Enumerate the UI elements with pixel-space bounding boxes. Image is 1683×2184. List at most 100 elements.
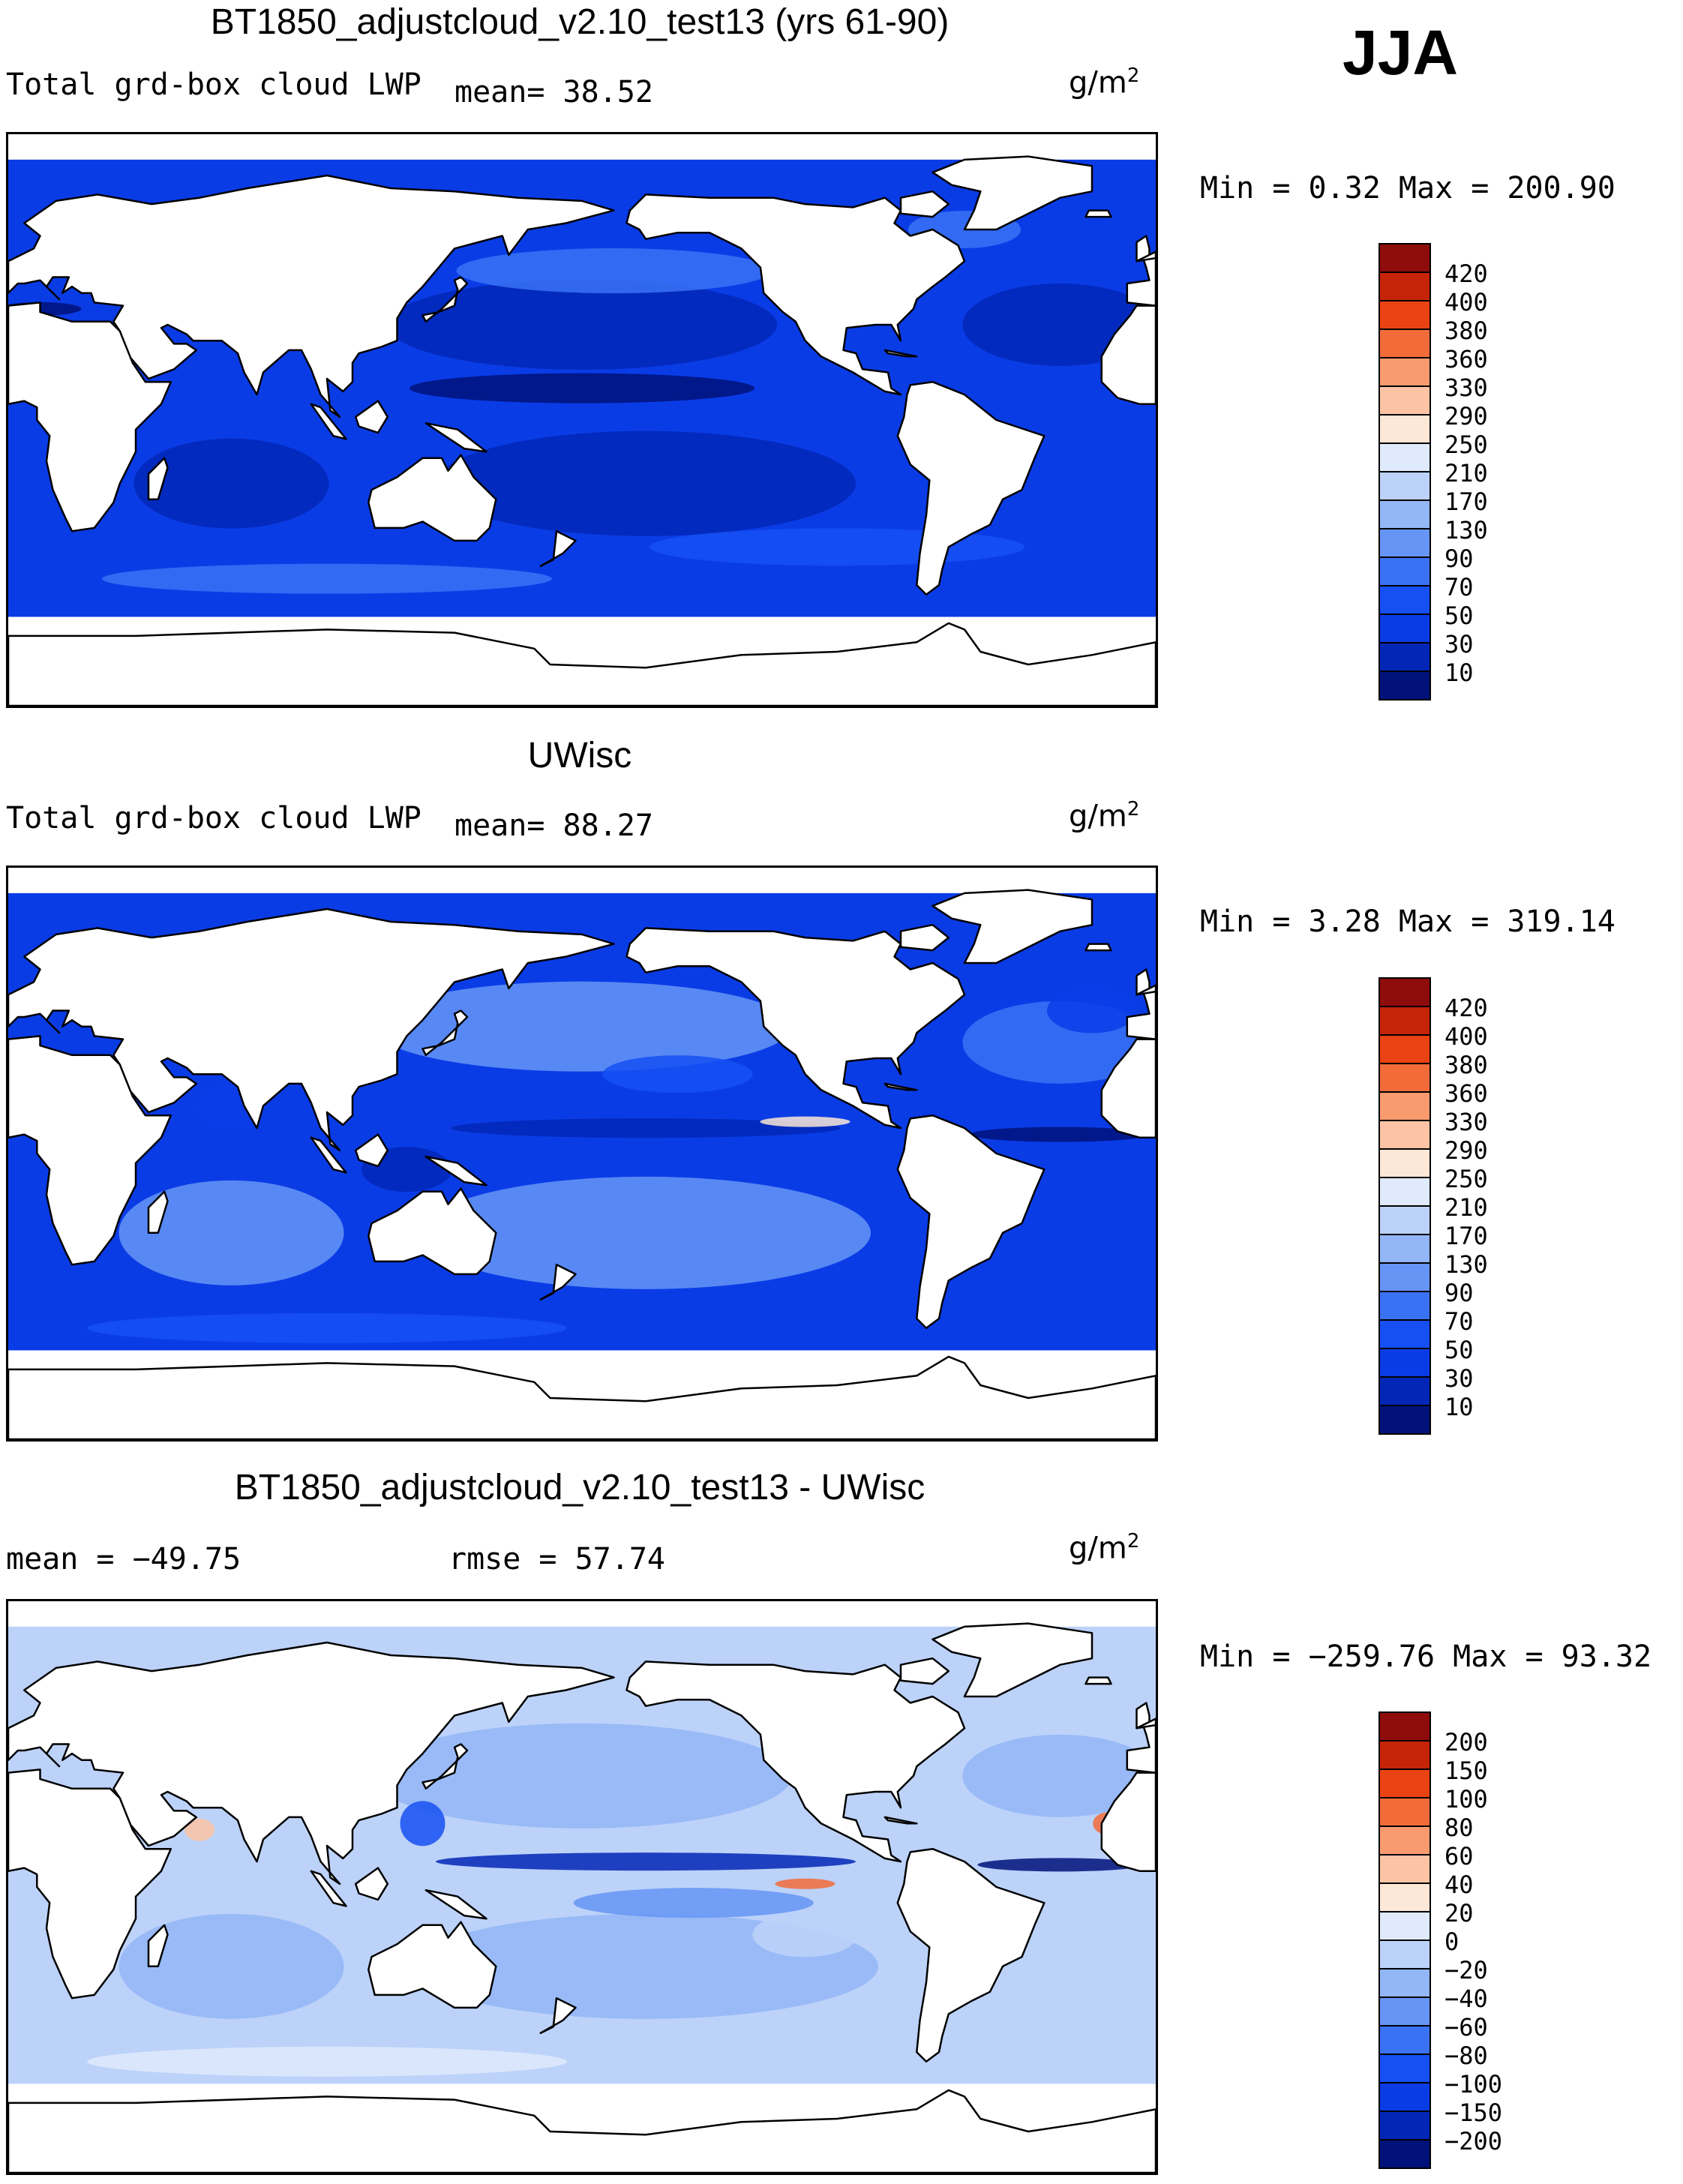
colorbar-tick-label: 290 [1444,402,1488,430]
colorbar-swatch [1378,528,1431,558]
colorbar-tick-label: 50 [1444,1336,1474,1364]
colorbar-tick-label: −20 [1444,1956,1488,1984]
colorbar-tick-label: 380 [1444,316,1488,345]
units-label: g/m2 [1069,798,1140,834]
colorbar-tick-label: 420 [1444,260,1488,288]
colorbar-swatch [1378,500,1431,530]
colorbar-tick-label: 70 [1444,573,1474,602]
colorbar-swatch [1378,2054,1431,2084]
colorbar-tick-label: 100 [1444,1785,1488,1814]
colorbar-tick-label: −40 [1444,1984,1488,2013]
colorbar-tick-label: 0 [1444,1928,1460,1956]
colorbar-swatch [1378,1120,1431,1150]
colorbar-swatch [1378,272,1431,302]
colorbar-swatch [1378,1797,1431,1827]
colorbar-tick-label: 210 [1444,1193,1488,1222]
colorbar-tick-label: 60 [1444,1842,1474,1870]
colorbar-tick-label: 90 [1444,544,1474,573]
colorbar-swatch [1378,1768,1431,1798]
season-label: JJA [1342,17,1459,88]
colorbar-swatch [1378,1940,1431,1970]
colorbar-tick-label: 210 [1444,459,1488,488]
colorbar-swatch [1378,2139,1431,2169]
colorbar-swatch [1378,2082,1431,2112]
colorbar-tick-label: −150 [1444,2098,1503,2127]
colorbar-tick-label: 30 [1444,1364,1474,1393]
colorbar-tick-label: 90 [1444,1279,1474,1307]
colorbar-tick-label: 290 [1444,1136,1488,1165]
colorbar-swatch [1378,1205,1431,1235]
colorbar-tick-label: 10 [1444,658,1474,687]
colorbar-swatch [1378,1376,1431,1406]
colorbar-swatch [1378,243,1431,273]
colorbar-swatch [1378,471,1431,501]
colorbar-swatch [1378,977,1431,1007]
colorbar-swatch [1378,328,1431,358]
colorbar-swatch [1378,1319,1431,1349]
panel-title: BT1850_adjustcloud_v2.10_test13 (yrs 61-… [210,2,950,42]
colorbar-swatch [1378,1740,1431,1770]
colorbar-swatch [1378,442,1431,472]
units-label: g/m2 [1069,64,1140,100]
mean-stat: mean = −49.75 [6,1542,242,1576]
map-panel [6,132,1158,708]
min-max-label: Min = 0.32 Max = 200.90 [1200,171,1616,206]
colorbar-tick-label: 70 [1444,1307,1474,1336]
map-panel [6,1599,1158,2175]
colorbar-tick-label: 20 [1444,1899,1474,1928]
colorbar-swatch [1378,585,1431,615]
colorbar-swatch [1378,1911,1431,1941]
colorbar-swatch [1378,2025,1431,2055]
mean-stat: mean= 38.52 [454,75,653,110]
colorbar-tick-label: 50 [1444,602,1474,630]
colorbar-tick-label: 150 [1444,1756,1488,1785]
colorbar-swatch [1378,1882,1431,1912]
colorbar-tick-label: −100 [1444,2070,1503,2098]
colorbar-tick-label: 360 [1444,1079,1488,1108]
colorbar-tick-label: 130 [1444,1250,1488,1279]
units-label: g/m2 [1069,1530,1140,1566]
colorbar-swatch [1378,1148,1431,1178]
colorbar-swatch [1378,1712,1431,1742]
colorbar-tick-label: 400 [1444,1022,1488,1051]
colorbar-swatch [1378,670,1431,700]
colorbar-swatch [1378,1826,1431,1856]
colorbar-swatch [1378,1091,1431,1121]
colorbar-tick-label: 250 [1444,430,1488,459]
map-panel [6,866,1158,1442]
colorbar-swatch [1378,1006,1431,1036]
colorbar-swatch [1378,1405,1431,1435]
min-max-label: Min = 3.28 Max = 319.14 [1200,904,1616,939]
colorbar-swatch [1378,1996,1431,2026]
colorbar-swatch [1378,1063,1431,1093]
colorbar-swatch [1378,414,1431,444]
colorbar-swatch [1378,1234,1431,1264]
mean-stat: mean= 88.27 [454,808,653,843]
colorbar-tick-label: 10 [1444,1393,1474,1421]
colorbar-tick-label: −60 [1444,2013,1488,2042]
colorbar-swatch [1378,1854,1431,1884]
colorbar-tick-label: 380 [1444,1051,1488,1079]
colorbar-tick-label: 80 [1444,1814,1474,1842]
colorbar-swatch [1378,1291,1431,1321]
colorbar-tick-label: 170 [1444,1222,1488,1250]
colorbar-tick-label: 30 [1444,630,1474,658]
colorbar-tick-label: 400 [1444,288,1488,316]
colorbar-swatch [1378,614,1431,644]
colorbar-tick-label: 330 [1444,374,1488,402]
colorbar-tick-label: 130 [1444,516,1488,544]
colorbar-swatch [1378,1177,1431,1207]
min-max-label: Min = −259.76 Max = 93.32 [1200,1640,1652,1674]
colorbar-tick-label: 250 [1444,1165,1488,1193]
colorbar-tick-label: 360 [1444,345,1488,374]
colorbar-swatch [1378,642,1431,672]
colorbar-tick-label: 170 [1444,488,1488,516]
colorbar-swatch [1378,2110,1431,2140]
colorbar-swatch [1378,357,1431,387]
colorbar-swatch [1378,556,1431,586]
colorbar-tick-label: 420 [1444,994,1488,1022]
colorbar-tick-label: 200 [1444,1728,1488,1756]
colorbar-swatch [1378,1348,1431,1378]
colorbar-tick-label: 330 [1444,1108,1488,1136]
colorbar-tick-label: 40 [1444,1870,1474,1899]
